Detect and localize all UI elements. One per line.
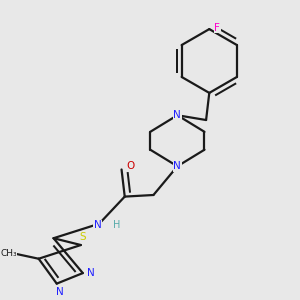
- Text: N: N: [173, 110, 181, 120]
- Text: N: N: [87, 268, 95, 278]
- Text: N: N: [173, 161, 181, 171]
- Text: F: F: [214, 22, 220, 32]
- Text: O: O: [126, 161, 135, 171]
- Text: CH₃: CH₃: [0, 249, 17, 258]
- Text: S: S: [79, 232, 86, 242]
- Text: N: N: [56, 286, 64, 297]
- Text: N: N: [94, 220, 101, 230]
- Text: H: H: [113, 220, 120, 230]
